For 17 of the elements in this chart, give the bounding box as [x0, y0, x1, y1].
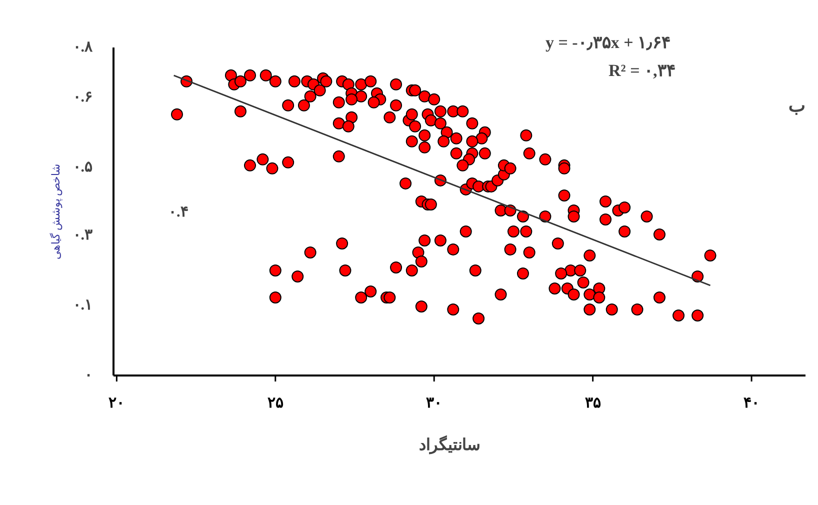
x-tick-label: ۳۵: [584, 396, 601, 412]
annotation: ۰.۴: [168, 204, 188, 220]
x-tick-label: ۳۰: [426, 396, 442, 412]
x-tick-label: ۲۵: [267, 396, 284, 412]
text: y = -۰٫۳۵x + ۱٫۶۴: [546, 33, 671, 52]
text: ۰.۵: [72, 160, 92, 176]
x-axis-title: سانتیگراد: [419, 435, 480, 455]
y-axis-title: شاخص پوشش گیاهی: [50, 164, 62, 260]
text: ۰: [84, 368, 92, 384]
annotation: ب: [788, 96, 806, 116]
x-tick-label: ۲۰: [108, 396, 125, 412]
annotation: R² = ۰,۳۴: [608, 61, 676, 80]
text: ۰.۱: [72, 298, 92, 314]
x-tick-label: ۴۰: [744, 396, 760, 412]
text: ۰.۶: [72, 90, 92, 106]
text: ۰.۳: [72, 228, 92, 244]
text: ۰.۸: [72, 40, 94, 56]
